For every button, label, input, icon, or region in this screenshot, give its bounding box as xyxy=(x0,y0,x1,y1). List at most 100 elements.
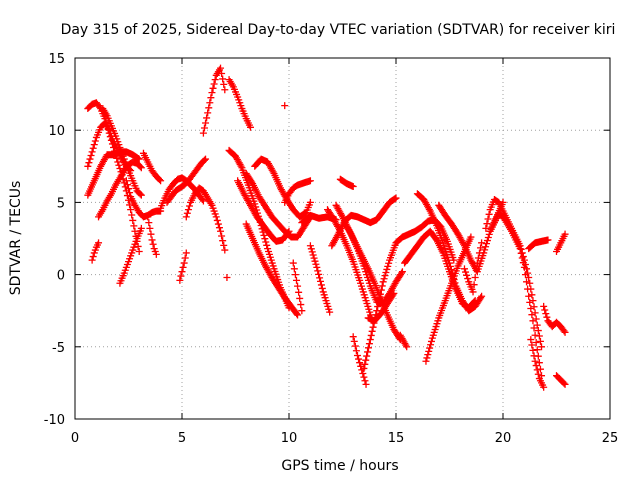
data-point xyxy=(355,355,363,363)
data-point xyxy=(367,331,375,339)
series-track-3 xyxy=(99,105,145,199)
data-point xyxy=(368,327,376,335)
series-track-10 xyxy=(144,213,160,258)
data-point xyxy=(126,189,134,197)
data-point xyxy=(366,336,374,344)
data-point xyxy=(293,310,301,318)
data-point xyxy=(308,248,316,256)
data-point xyxy=(462,268,470,276)
data-point xyxy=(528,311,536,319)
data-point xyxy=(533,346,541,354)
data-point xyxy=(471,273,479,281)
data-point xyxy=(351,342,359,350)
data-point xyxy=(460,265,468,273)
data-point xyxy=(314,267,322,275)
data-point xyxy=(296,294,304,302)
data-point xyxy=(185,202,193,210)
data-point xyxy=(447,266,455,274)
data-point xyxy=(219,237,227,245)
data-point xyxy=(182,249,190,257)
data-point xyxy=(183,209,191,217)
data-point xyxy=(136,190,144,198)
series-track-15 xyxy=(199,64,229,137)
data-point xyxy=(144,213,152,221)
y-tick-label: 0 xyxy=(57,269,65,284)
data-point xyxy=(474,254,482,262)
data-point xyxy=(538,343,546,351)
data-point xyxy=(364,344,372,352)
data-point xyxy=(521,271,529,279)
data-point xyxy=(392,194,400,202)
y-tick-label: 10 xyxy=(48,124,65,139)
series-track-21 xyxy=(242,220,302,319)
data-point xyxy=(146,224,154,232)
data-point xyxy=(353,351,361,359)
x-tick-label: 20 xyxy=(495,431,512,446)
data-point xyxy=(137,164,145,172)
series-track-38 xyxy=(413,190,486,315)
data-point xyxy=(446,262,454,270)
data-point xyxy=(523,278,531,286)
data-point xyxy=(220,241,228,249)
data-point xyxy=(292,276,300,284)
data-point xyxy=(374,303,382,311)
y-tick-label: -10 xyxy=(44,413,65,428)
data-point xyxy=(318,284,326,292)
data-point xyxy=(378,282,386,290)
data-point xyxy=(130,222,138,230)
series-track-45 xyxy=(525,236,552,253)
series-track-44 xyxy=(527,336,548,391)
data-point xyxy=(352,347,360,355)
data-point xyxy=(96,103,104,111)
series-track-4 xyxy=(84,148,143,199)
data-point xyxy=(156,176,164,184)
series-track-29 xyxy=(328,194,400,250)
data-point xyxy=(483,220,491,228)
data-point xyxy=(311,257,319,265)
data-point xyxy=(517,249,525,257)
data-point xyxy=(208,89,216,97)
data-point xyxy=(363,352,371,360)
data-point xyxy=(316,274,324,282)
data-point xyxy=(346,229,354,237)
data-point xyxy=(281,102,289,110)
data-point xyxy=(518,254,526,262)
series-track-6 xyxy=(95,158,145,221)
data-point xyxy=(361,360,369,368)
data-point xyxy=(398,269,406,277)
data-point xyxy=(389,291,397,299)
series-track-25 xyxy=(289,259,306,315)
data-point xyxy=(382,269,390,277)
data-point xyxy=(136,163,144,171)
series-track-42 xyxy=(482,196,546,351)
series-track-17 xyxy=(225,76,254,131)
data-point xyxy=(338,211,346,219)
data-point xyxy=(209,84,217,92)
data-point xyxy=(484,233,492,241)
data-point xyxy=(317,281,325,289)
data-point xyxy=(86,155,94,163)
data-point xyxy=(213,216,221,224)
data-point xyxy=(218,70,226,78)
data-point xyxy=(534,327,542,335)
data-point xyxy=(526,298,534,306)
data-point xyxy=(123,181,131,189)
data-point xyxy=(544,236,552,244)
data-point xyxy=(157,177,165,185)
data-point xyxy=(427,337,435,345)
series-track-13 xyxy=(176,249,190,284)
data-point xyxy=(398,268,406,276)
data-point xyxy=(526,279,534,287)
data-point xyxy=(350,337,358,345)
data-point xyxy=(532,338,540,346)
data-point xyxy=(481,246,489,254)
series-track-48 xyxy=(553,230,569,255)
data-point xyxy=(365,340,373,348)
x-tick-label: 0 xyxy=(71,431,79,446)
data-point xyxy=(306,242,314,250)
data-point xyxy=(529,346,537,354)
data-point xyxy=(219,75,227,83)
data-point xyxy=(385,259,393,267)
data-point xyxy=(220,80,228,88)
data-point xyxy=(530,324,538,332)
